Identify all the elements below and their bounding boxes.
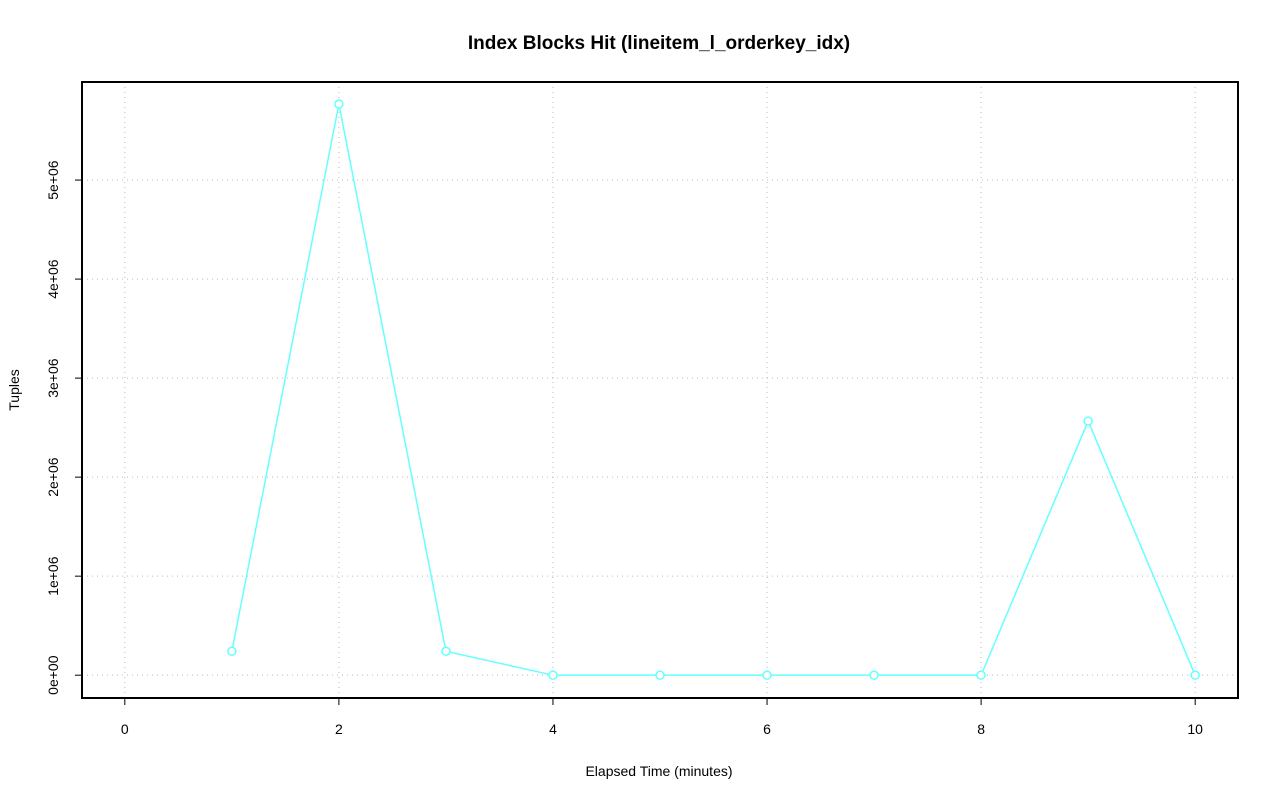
x-tick-label: 0 bbox=[121, 721, 129, 737]
y-tick-label: 3e+06 bbox=[45, 358, 61, 398]
x-tick-label: 8 bbox=[977, 721, 985, 737]
data-point bbox=[334, 99, 344, 109]
x-tick-label: 6 bbox=[763, 721, 771, 737]
y-tick-label: 5e+06 bbox=[45, 160, 61, 200]
data-point bbox=[1083, 416, 1093, 426]
data-point bbox=[441, 646, 451, 656]
x-axis-label: Elapsed Time (minutes) bbox=[585, 763, 732, 779]
data-point bbox=[869, 670, 879, 680]
x-tick-label: 2 bbox=[335, 721, 343, 737]
data-point bbox=[1190, 670, 1200, 680]
data-point bbox=[762, 670, 772, 680]
plot-frame bbox=[81, 81, 1239, 699]
x-tick-label: 10 bbox=[1187, 721, 1203, 737]
data-point bbox=[227, 646, 237, 656]
data-line bbox=[231, 103, 1196, 676]
chart-title: Index Blocks Hit (lineitem_l_orderkey_id… bbox=[468, 33, 850, 54]
data-point bbox=[976, 670, 986, 680]
data-point bbox=[548, 670, 558, 680]
y-tick-label: 1e+06 bbox=[45, 556, 61, 596]
y-tick-label: 4e+06 bbox=[45, 259, 61, 299]
y-axis-label: Tuples bbox=[6, 369, 22, 411]
data-point bbox=[655, 670, 665, 680]
x-tick-label: 4 bbox=[549, 721, 557, 737]
y-tick-label: 0e+00 bbox=[45, 655, 61, 695]
y-tick-label: 2e+06 bbox=[45, 457, 61, 497]
